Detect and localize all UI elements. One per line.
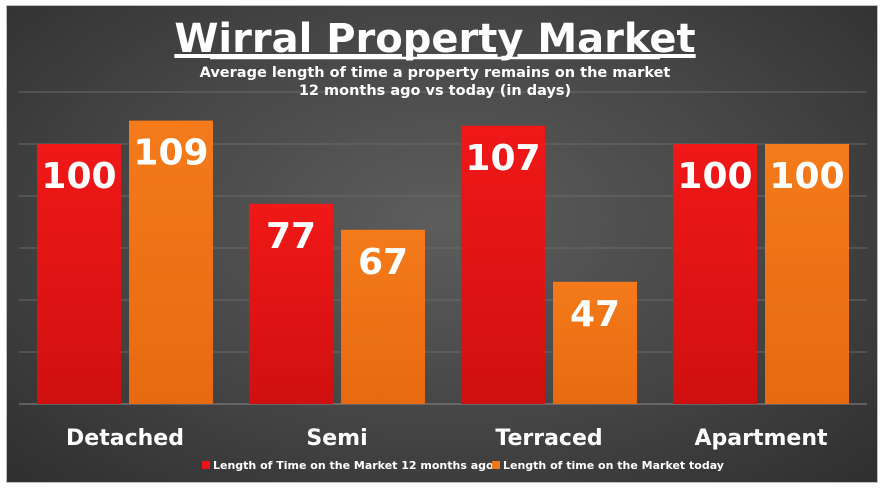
data-label-terraced-today: 47 [570, 294, 620, 335]
bar-terraced-12-months-ago [461, 125, 545, 405]
category-labels: Detached Semi Terraced Apartment [66, 426, 828, 451]
category-label-terraced: Terraced [495, 426, 602, 451]
bar-terraced-today [553, 281, 637, 404]
bar-detached-12-months-ago [37, 144, 121, 404]
bar-semi-today [341, 229, 425, 404]
legend-swatch-12-months-ago [202, 461, 210, 469]
chart-title: Wirral Property Market [174, 16, 695, 62]
chart-subtitle-line-2: 12 months ago vs today (in days) [299, 83, 571, 99]
bar-semi-12-months-ago [249, 203, 333, 404]
legend-label-12-months-ago: Length of Time on the Market 12 months a… [213, 459, 494, 472]
data-label-terraced-12-months-ago: 107 [465, 138, 540, 179]
bar-apartment-today [765, 144, 849, 404]
category-label-semi: Semi [306, 426, 367, 451]
legend-label-today: Length of time on the Market today [503, 459, 724, 472]
legend: Length of Time on the Market 12 months a… [202, 459, 724, 472]
data-label-apartment-12-months-ago: 100 [677, 156, 752, 197]
data-label-detached-today: 109 [133, 133, 208, 174]
chart-frame: Wirral Property Market Average length of… [6, 5, 878, 483]
data-label-semi-12-months-ago: 77 [266, 216, 316, 257]
category-label-detached: Detached [66, 426, 184, 451]
data-label-detached-12-months-ago: 100 [41, 156, 116, 197]
bar-detached-today [129, 120, 213, 404]
data-label-apartment-today: 100 [769, 156, 844, 197]
data-labels: 100 109 77 67 107 47 100 100 [41, 133, 844, 335]
chart-subtitle-line-1: Average length of time a property remain… [200, 65, 671, 81]
chart-svg: Wirral Property Market Average length of… [19, 16, 867, 472]
legend-swatch-today [492, 461, 500, 469]
bars [37, 120, 849, 405]
data-label-semi-today: 67 [358, 242, 408, 283]
category-label-apartment: Apartment [694, 426, 827, 451]
bar-apartment-12-months-ago [673, 144, 757, 404]
